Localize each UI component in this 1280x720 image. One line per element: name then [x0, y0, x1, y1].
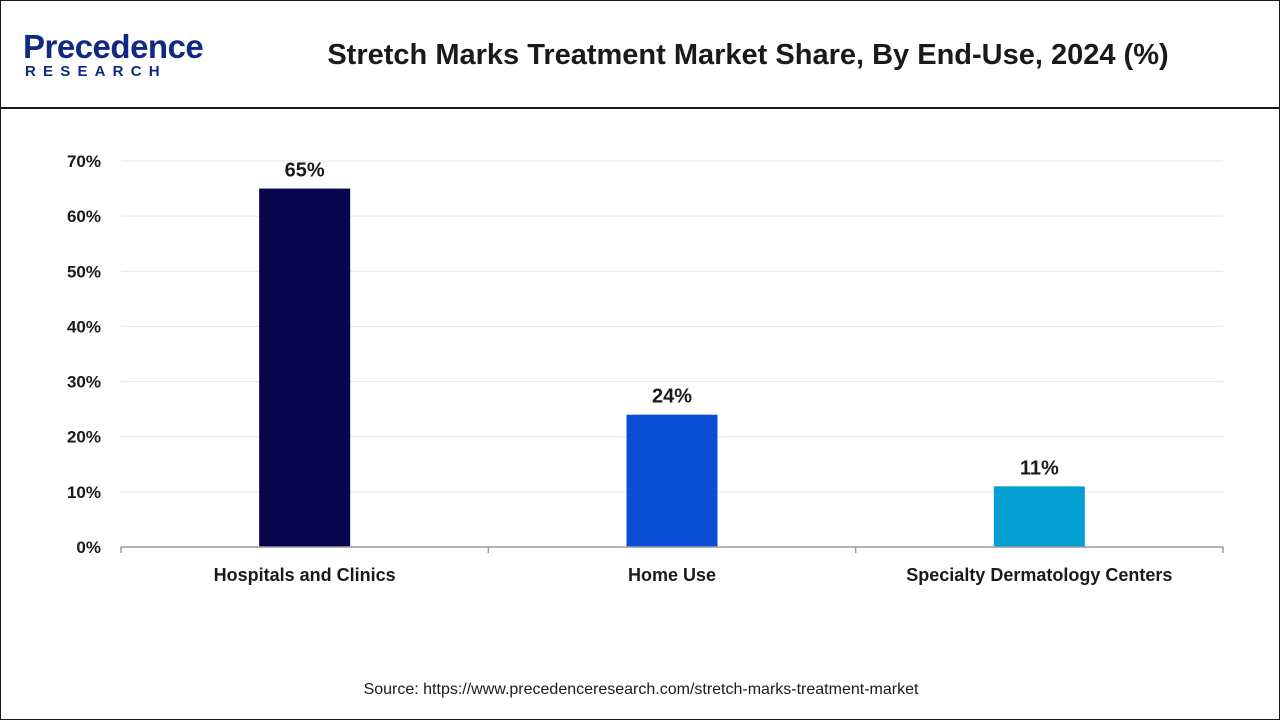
bar — [626, 414, 718, 547]
bar — [259, 188, 351, 548]
x-axis — [120, 546, 1224, 553]
bar — [993, 486, 1085, 547]
x-axis-ticks: Hospitals and Clinics Home Use Specialty D… — [214, 565, 1173, 585]
data-label: 65% — [285, 160, 325, 182]
brand-logo: Precedence RESEARCH — [23, 27, 223, 83]
y-tick-label: 60% — [67, 207, 101, 226]
y-tick-label: 50% — [67, 262, 101, 281]
y-tick-label: 40% — [67, 317, 101, 336]
y-tick-label: 0% — [76, 538, 101, 557]
source-note: Source: https://www.precedenceresearch.c… — [363, 681, 919, 698]
bar-chart: 0% 10% 20% 30% 40% 50% 60% 70% 65% 24% 11% Hospit… — [67, 152, 1224, 585]
header: Precedence RESEARCH Stretch Marks Treatm… — [1, 1, 1279, 109]
y-tick-label: 10% — [67, 483, 101, 502]
data-labels: 65% 24% 11% — [285, 160, 1059, 480]
y-tick-label: 70% — [67, 152, 101, 171]
y-tick-label: 20% — [67, 428, 101, 447]
x-tick-label: Home Use — [628, 565, 716, 585]
y-axis-ticks: 0% 10% 20% 30% 40% 50% 60% 70% — [67, 152, 101, 557]
chart-title: Stretch Marks Treatment Market Share, By… — [327, 39, 1169, 71]
data-label: 11% — [1020, 457, 1059, 479]
data-label: 24% — [652, 386, 692, 408]
bars — [259, 188, 1085, 548]
y-tick-label: 30% — [67, 373, 101, 392]
x-tick-label: Specialty Dermatology Centers — [906, 565, 1172, 585]
logo-wordmark: Precedence — [23, 28, 204, 65]
x-tick-label: Hospitals and Clinics — [214, 565, 396, 585]
logo-subtext: RESEARCH — [25, 63, 167, 80]
